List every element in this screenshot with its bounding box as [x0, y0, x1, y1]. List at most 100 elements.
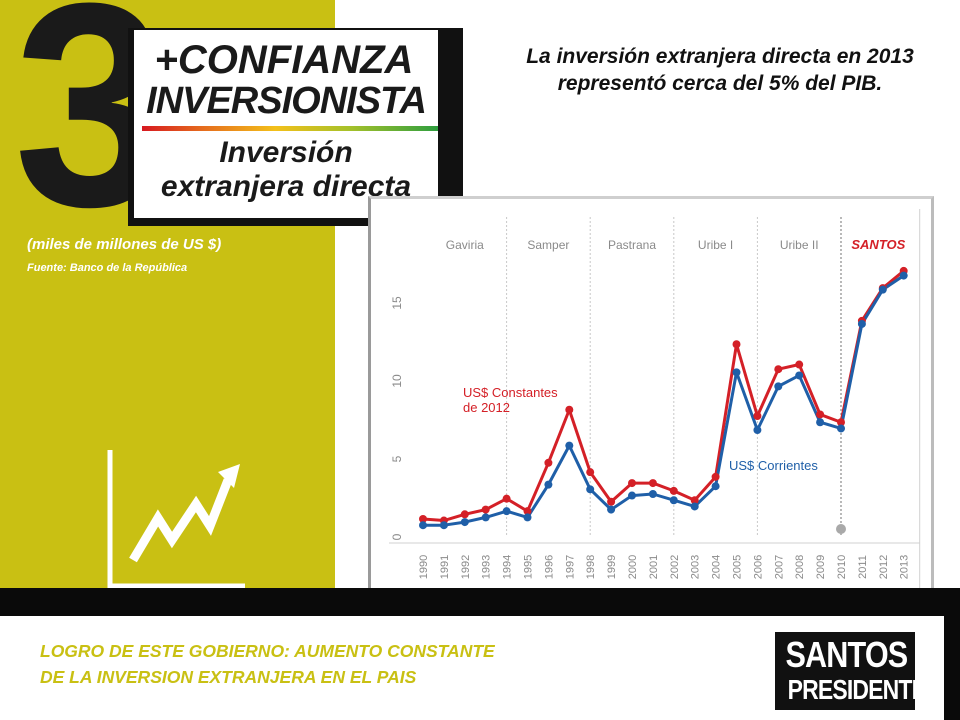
logo-line-1: SANTOS [785, 634, 909, 675]
y-tick-label: 0 [390, 533, 404, 540]
data-point-constantes [607, 497, 616, 506]
data-point-corrientes [607, 505, 616, 514]
data-point-corrientes [586, 485, 595, 494]
title-confianza: +CONFIANZA [154, 38, 414, 82]
x-tick-label: 2009 [815, 555, 827, 579]
data-point-corrientes [544, 480, 553, 489]
title-inversionista: INVERSIONISTA [146, 80, 427, 122]
chart-frame: Gaviria Samper Pastrana Uribe I Uribe II SANT… [368, 196, 934, 593]
data-point-corrientes [460, 518, 469, 527]
series-label-corrientes: US$ Corrientes [729, 458, 818, 473]
x-tick-label: 1996 [543, 555, 555, 579]
y-tick-label: 15 [390, 296, 404, 310]
footer: LOGRO DE ESTE GOBIERNO: AUMENTO CONSTANT… [0, 616, 960, 720]
period-label: Gaviria [446, 238, 484, 252]
data-point-constantes [837, 418, 845, 427]
x-tick-label: 2006 [752, 555, 764, 579]
data-point-constantes [711, 472, 720, 481]
series-label-constantes-line1: US$ Constantes [463, 385, 558, 400]
data-point-constantes [669, 486, 678, 495]
data-point-corrientes [878, 285, 887, 294]
period-label: Pastrana [608, 238, 656, 252]
data-point-corrientes [795, 371, 804, 380]
x-tick-label: 1995 [523, 555, 535, 579]
data-point-corrientes [690, 502, 699, 511]
data-point-constantes [460, 510, 469, 519]
santos-presidente-logo: SANTOS PRESIDENTE [775, 632, 927, 710]
x-tick-label: 1994 [502, 555, 514, 579]
x-tick-label: 2003 [690, 555, 702, 579]
x-tick-label: 1999 [606, 555, 618, 579]
data-point-constantes [481, 505, 490, 514]
data-point-corrientes [857, 319, 866, 328]
data-point-constantes [732, 340, 741, 349]
data-point-corrientes [774, 382, 783, 391]
headline: La inversión extranjera directa en 2013 … [526, 45, 914, 95]
footer-message: LOGRO DE ESTE GOBIERNO: AUMENTO CONSTANT… [40, 638, 495, 691]
data-point-constantes [648, 479, 657, 488]
data-point-constantes [565, 405, 574, 414]
fdi-line-chart: Gaviria Samper Pastrana Uribe I Uribe II SANT… [389, 209, 921, 593]
source-note: Fuente: Banco de la República [27, 262, 188, 274]
data-point-corrientes [816, 418, 825, 427]
title-box: +CONFIANZA INVERSIONISTA Inversión extra… [128, 28, 463, 226]
x-tick-label: 1991 [439, 555, 451, 579]
x-tick-label: 2013 [899, 555, 911, 579]
data-point-corrientes [565, 441, 574, 450]
period-label: Uribe II [780, 238, 819, 252]
data-point-corrientes [502, 507, 511, 516]
data-point-constantes [502, 494, 511, 503]
data-point-constantes [586, 468, 595, 477]
data-point-constantes [628, 479, 636, 488]
x-tick-label: 2012 [878, 555, 890, 579]
series-label-constantes-line2: de 2012 [463, 400, 510, 415]
footer-edge-bar [944, 616, 960, 720]
bottom-band [0, 588, 960, 616]
data-point-corrientes [669, 496, 678, 505]
y-tick-label: 10 [390, 374, 404, 388]
data-point-constantes [774, 365, 783, 374]
period-label: SANTOS [851, 237, 905, 252]
data-point-constantes [544, 458, 553, 467]
data-point-corrientes [899, 271, 908, 280]
period-label: Uribe I [698, 238, 733, 252]
data-point-corrientes [837, 424, 845, 433]
x-tick-label: 2002 [669, 555, 681, 579]
data-point-corrientes [753, 426, 762, 435]
x-tick-label: 2005 [732, 555, 744, 579]
x-tick-label: 2001 [648, 555, 660, 579]
data-point-corrientes [481, 513, 490, 522]
x-tick-label: 1992 [460, 555, 472, 579]
title-inner: +CONFIANZA INVERSIONISTA Inversión extra… [134, 30, 438, 218]
x-tick-label: 1990 [418, 555, 430, 579]
color-bar [142, 126, 438, 131]
data-point-corrientes [711, 482, 720, 491]
data-point-constantes [690, 496, 699, 505]
data-point-constantes [816, 410, 825, 419]
footer-line-2: DE LA INVERSION EXTRANJERA EN EL PAIS [40, 667, 417, 688]
x-tick-label: 2008 [794, 555, 806, 579]
data-point-constantes [795, 360, 804, 369]
units-note: (miles de millones de US $) [27, 236, 222, 253]
period-label: Samper [527, 238, 569, 252]
data-point-corrientes [628, 491, 636, 500]
data-point-corrientes [439, 521, 448, 530]
subtitle-inversion: Inversión [219, 136, 353, 169]
period-start-marker [836, 524, 846, 534]
logo-line-2: PRESIDENTE [787, 674, 927, 705]
x-tick-label: 2007 [773, 555, 785, 579]
x-tick-label: 2000 [627, 555, 639, 579]
x-tick-label: 2011 [857, 555, 869, 579]
data-point-corrientes [419, 521, 427, 530]
y-tick-label: 5 [390, 455, 404, 462]
data-point-constantes [419, 514, 427, 523]
footer-line-1: LOGRO DE ESTE GOBIERNO: AUMENTO CONSTANT… [40, 641, 495, 661]
x-tick-label: 2010 [836, 555, 848, 579]
data-point-corrientes [523, 513, 532, 522]
growth-arrow-icon [107, 450, 245, 589]
x-tick-label: 2004 [711, 555, 723, 579]
x-tick-label: 1997 [564, 555, 576, 579]
x-tick-label: 1998 [585, 555, 597, 579]
x-tick-label: 1993 [481, 555, 493, 579]
data-point-corrientes [732, 368, 741, 377]
